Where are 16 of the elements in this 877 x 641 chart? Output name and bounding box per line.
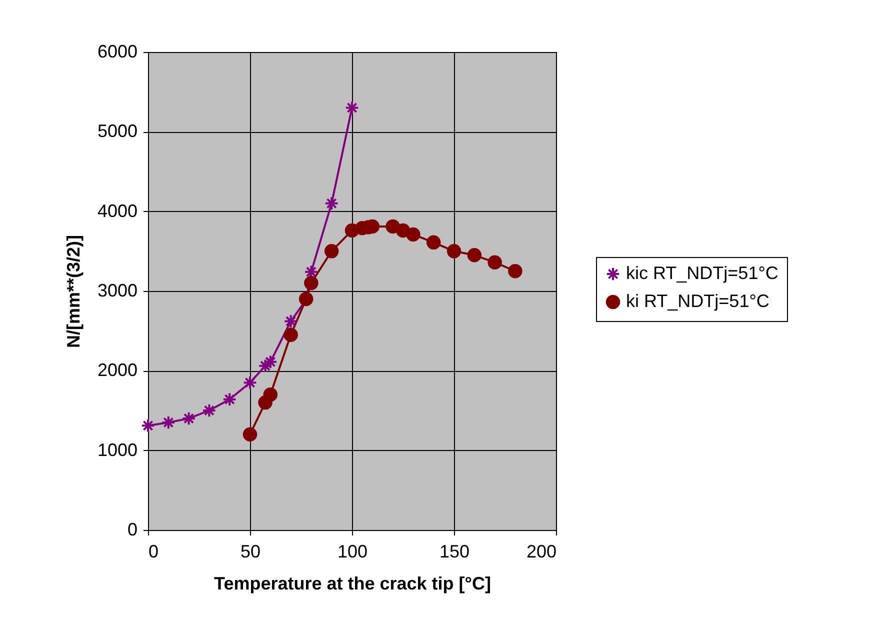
x-tick-label: 200 — [526, 542, 556, 562]
x-axis-title: Temperature at the crack tip [°C] — [214, 574, 491, 594]
y-tick-label: 0 — [127, 520, 138, 540]
y-tick-label: 3000 — [97, 280, 138, 300]
x-tick-label: 50 — [240, 542, 261, 562]
x-tick-label: 150 — [439, 542, 470, 562]
x-tick-label: 0 — [148, 542, 159, 562]
y-axis-title: N/[mm**(3/2)] — [63, 234, 84, 348]
legend-label: ki RT_NDTj=51°C — [626, 291, 770, 311]
y-tick-label: 2000 — [97, 360, 138, 380]
y-tick-label: 6000 — [97, 42, 138, 62]
y-tick-label: 4000 — [97, 200, 138, 221]
legend-label: kic RT_NDTj=51°C — [626, 263, 778, 283]
x-tick-label: 100 — [337, 542, 368, 562]
y-tick-label: 1000 — [97, 440, 138, 460]
y-tick-label: 5000 — [97, 121, 138, 142]
